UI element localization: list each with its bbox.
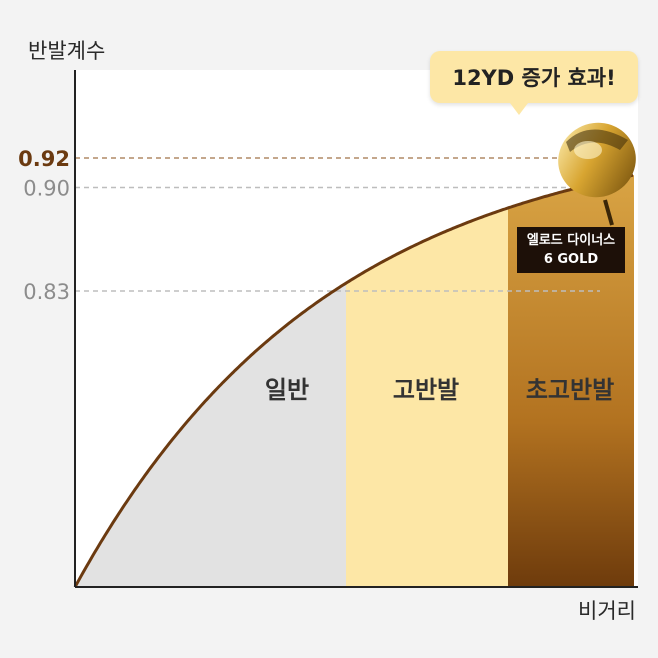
coefficient-curve (73, 173, 634, 588)
y-tick-label: 0.92 (18, 147, 70, 171)
region-ultra (508, 175, 634, 587)
region-label-normal: 일반 (265, 376, 309, 404)
product-tag: 엘로드 다이너스 6 GOLD (517, 227, 625, 273)
golf-driver-head-icon (558, 122, 636, 226)
region-label-high: 고반발 (393, 376, 459, 404)
gain-callout: 12YD 증가 효과! (430, 51, 638, 103)
region-label-ultra: 초고반발 (526, 376, 614, 404)
x-axis-label: 비거리 (578, 599, 636, 623)
y-tick-label: 0.83 (23, 280, 70, 304)
product-model: 6 GOLD (543, 252, 599, 267)
region-high (346, 208, 508, 587)
y-axis-label: 반발계수 (28, 39, 105, 63)
product-name: 엘로드 다이너스 (526, 233, 616, 248)
y-tick-label: 0.90 (23, 177, 70, 201)
region-normal (75, 283, 346, 587)
gain-callout-tail (510, 103, 528, 115)
